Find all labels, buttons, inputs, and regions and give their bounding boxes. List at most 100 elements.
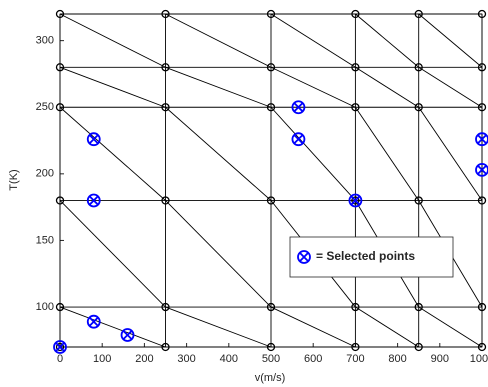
- mesh-node: [266, 302, 276, 312]
- mesh-diagonal: [355, 106, 420, 201]
- selected-point: [53, 340, 67, 354]
- marker-cross: [55, 342, 65, 352]
- selected-point: [348, 193, 363, 208]
- selected-point: [120, 328, 135, 342]
- mesh-node: [414, 63, 423, 72]
- mesh-diagonal: [270, 66, 356, 108]
- y-axis-label: T(K): [8, 169, 20, 190]
- mesh-node: [351, 9, 360, 19]
- x-tick-label: 800: [388, 353, 406, 365]
- mesh-node: [55, 196, 65, 205]
- mesh-diagonal: [165, 13, 272, 68]
- x-tick-label: 0: [57, 353, 63, 365]
- mesh-node: [161, 302, 170, 312]
- marker-cross: [88, 134, 99, 145]
- marker-circle: [53, 340, 67, 354]
- mesh-node: [414, 196, 423, 205]
- mesh-node: [414, 302, 423, 312]
- marker-circle: [120, 328, 135, 342]
- marker-cross: [293, 102, 304, 113]
- mesh-node: [161, 342, 170, 352]
- mesh-node: [55, 103, 65, 112]
- mesh-diagonal: [418, 106, 483, 201]
- mesh-diagonal: [418, 13, 483, 68]
- marker-circle: [348, 193, 363, 208]
- mesh-diagonal: [59, 200, 166, 308]
- selected-point: [86, 132, 101, 147]
- mesh-diagonal: [355, 66, 419, 108]
- marker-circle: [291, 132, 306, 147]
- x-tick-label: 900: [431, 353, 449, 365]
- marker-circle: [86, 132, 101, 147]
- mesh-node: [351, 302, 360, 312]
- x-tick-label: 600: [304, 353, 322, 365]
- y-tick-label: 300: [36, 35, 54, 47]
- x-tick-label: 400: [220, 353, 238, 365]
- mesh-node: [161, 103, 170, 112]
- mesh-diagonal: [270, 306, 356, 348]
- mesh-node: [414, 342, 423, 352]
- mesh-node: [266, 342, 276, 352]
- marker-cross: [122, 330, 133, 340]
- marker-circle: [475, 162, 488, 177]
- mesh-node: [351, 196, 360, 205]
- mesh-diagonal: [418, 306, 483, 348]
- x-axis-label: v(m/s): [255, 372, 286, 384]
- x-tick-label: 500: [262, 353, 280, 365]
- y-tick-label: 100: [36, 301, 54, 313]
- x-tick-label: 700: [346, 353, 364, 365]
- marker-circle: [291, 100, 306, 115]
- y-tick-label: 200: [36, 168, 54, 180]
- legend-box: [289, 236, 454, 278]
- selected-point: [86, 193, 101, 208]
- y-tick-label: 150: [36, 234, 54, 246]
- mesh-diagonal: [165, 200, 272, 308]
- mesh-node: [266, 63, 276, 72]
- mesh-node: [477, 63, 487, 72]
- mesh-node: [266, 103, 276, 112]
- x-tick-label: 1000: [470, 353, 488, 365]
- legend-label: = Selected points: [316, 249, 415, 263]
- selected-point: [291, 132, 306, 147]
- x-tick-label: 300: [177, 353, 195, 365]
- mesh-diagonal: [165, 306, 272, 348]
- mesh-diagonal: [59, 106, 166, 201]
- mesh-node: [414, 103, 423, 112]
- mesh-node: [351, 342, 360, 352]
- mesh-node: [266, 9, 276, 19]
- mesh-node: [414, 9, 423, 19]
- mesh-node: [161, 63, 170, 72]
- marker-cross: [88, 195, 99, 206]
- selected-point: [475, 162, 488, 177]
- marker-circle: [86, 193, 101, 208]
- mesh-diagonal: [165, 66, 272, 108]
- mesh-diagonal: [270, 106, 356, 201]
- marker-circle: [297, 250, 311, 264]
- y-tick-label: 250: [36, 101, 54, 113]
- marker-cross: [88, 316, 99, 327]
- marker-cross: [477, 134, 487, 145]
- x-tick-label: 100: [93, 353, 111, 365]
- mesh-node: [477, 302, 487, 312]
- mesh-diagonal: [355, 306, 419, 348]
- mesh-node: [351, 103, 360, 112]
- mesh-node: [477, 196, 487, 205]
- selected-point: [475, 132, 488, 147]
- mesh-diagonal: [270, 13, 356, 68]
- selected-point: [297, 250, 311, 264]
- mesh-node: [351, 63, 360, 72]
- mesh-diagonal: [59, 13, 166, 68]
- x-tick-label: 200: [135, 353, 153, 365]
- mesh-node: [55, 302, 65, 312]
- mesh-diagonal: [59, 66, 166, 108]
- mesh-diagonal: [59, 306, 166, 348]
- mesh-diagonal: [355, 13, 419, 68]
- selected-point: [291, 100, 306, 115]
- mesh-node: [266, 196, 276, 205]
- mesh-node: [161, 196, 170, 205]
- mesh-node: [55, 9, 65, 19]
- mesh-node: [477, 9, 487, 19]
- mesh-diagonal: [418, 66, 483, 108]
